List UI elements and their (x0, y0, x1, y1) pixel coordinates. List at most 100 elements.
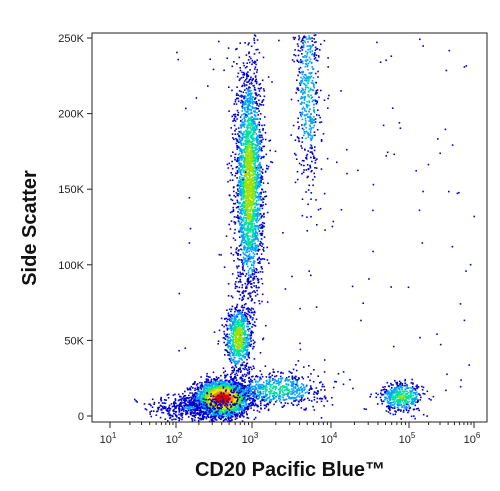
event-dot (252, 200, 255, 202)
event-dot (243, 416, 245, 418)
event-dots (134, 34, 475, 423)
event-dot (256, 185, 259, 188)
event-dot (248, 250, 250, 253)
event-dot (207, 379, 210, 382)
event-dot (255, 404, 257, 406)
event-dot (212, 397, 215, 400)
event-dot (246, 147, 249, 149)
event-dot (254, 118, 257, 120)
event-dot (258, 105, 260, 107)
event-dot (225, 418, 228, 421)
event-dot (253, 255, 255, 258)
event-dot (192, 401, 194, 404)
event-dot (261, 207, 264, 210)
event-dot (213, 381, 215, 384)
event-dot (247, 138, 249, 140)
event-dot (250, 193, 252, 196)
event-dot (227, 390, 229, 393)
event-dot (254, 238, 256, 241)
event-dot (228, 86, 230, 88)
event-dot (246, 93, 249, 96)
event-dot (220, 416, 223, 418)
event-dot (241, 298, 244, 301)
event-dot (254, 291, 256, 294)
event-dot (251, 239, 254, 242)
event-dot (241, 241, 243, 244)
event-dot (255, 155, 258, 157)
event-dot (201, 393, 203, 395)
event-dot (252, 216, 254, 219)
event-dot (238, 90, 241, 92)
event-dot (241, 154, 244, 157)
event-dot (208, 402, 211, 404)
event-dot (251, 137, 253, 140)
event-dot (225, 397, 227, 400)
event-dot (240, 208, 243, 210)
event-dot (232, 414, 234, 416)
event-dot (242, 236, 245, 239)
event-dot (253, 107, 255, 109)
event-dot (241, 413, 243, 415)
event-dot (246, 114, 248, 116)
event-dot (236, 374, 239, 376)
event-dot (229, 228, 232, 230)
event-dot (243, 294, 245, 297)
event-dot (238, 415, 241, 418)
event-dot (218, 396, 221, 398)
event-dot (257, 225, 259, 227)
event-dot (224, 376, 226, 379)
event-dot (255, 169, 257, 171)
event-dot (255, 196, 257, 198)
event-dot (215, 419, 218, 421)
event-dot (193, 383, 196, 385)
event-dot (251, 157, 254, 159)
event-dot (242, 103, 245, 106)
event-dot (242, 125, 244, 127)
event-dot (239, 275, 242, 278)
event-dot (202, 405, 205, 407)
event-dot (238, 147, 240, 150)
event-dot (247, 255, 250, 257)
event-dot (227, 411, 230, 414)
event-dot (200, 401, 203, 404)
event-dot (255, 235, 257, 237)
event-dot (237, 281, 240, 283)
event-dot (207, 376, 210, 378)
event-dot (243, 175, 246, 177)
event-dot (232, 254, 235, 256)
event-dot (255, 208, 257, 211)
event-dot (213, 379, 215, 381)
event-dot (202, 410, 205, 413)
event-dot (251, 106, 254, 108)
event-dot (196, 396, 198, 399)
event-dot (259, 177, 261, 179)
event-dot (215, 408, 218, 411)
event-dot (236, 408, 238, 411)
event-dot (211, 405, 213, 408)
event-dot (234, 196, 237, 198)
event-dot (254, 237, 257, 240)
event-dot (216, 386, 219, 389)
event-dot (248, 205, 251, 208)
event-dot (249, 235, 251, 237)
event-dot (240, 162, 243, 165)
event-dot (264, 191, 267, 193)
event-dot (223, 390, 226, 392)
event-dot (262, 138, 264, 141)
event-dot (252, 160, 255, 162)
event-dot (249, 204, 251, 206)
event-dot (243, 245, 246, 247)
event-dot (253, 275, 256, 278)
event-dot (244, 257, 247, 260)
event-dot (243, 206, 246, 209)
event-dot (246, 163, 248, 165)
event-dot (233, 232, 236, 234)
event-dot (254, 227, 257, 230)
event-dot (241, 85, 243, 88)
event-dot (260, 404, 262, 407)
event-dot (215, 376, 218, 378)
event-dot (214, 380, 217, 383)
event-dot (263, 90, 265, 92)
event-dot (241, 177, 243, 179)
event-dot (238, 79, 241, 82)
